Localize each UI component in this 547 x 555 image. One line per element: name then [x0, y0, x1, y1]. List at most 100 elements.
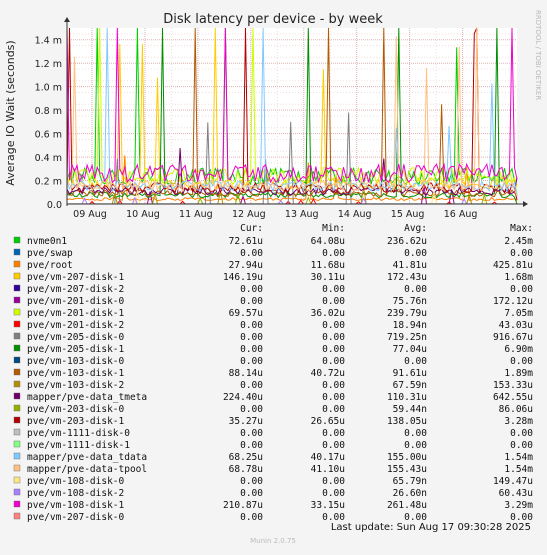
legend-swatch [13, 500, 21, 508]
legend-value-cur: 68.25u [229, 452, 263, 463]
x-tick-label: 13 Aug [285, 209, 319, 220]
legend: Cur: Min: Avg: Max: nvme0n1 72.61u 64.08u 236.6… [13, 223, 533, 523]
legend-value-cur: 0.00 [240, 404, 263, 415]
legend-value-min: 36.02u [311, 308, 345, 319]
legend-value-min: 30.11u [311, 272, 345, 283]
legend-swatch [13, 308, 21, 316]
legend-series-name: pve/vm-201-disk-0 [27, 296, 125, 307]
legend-series-name: pve/vm-1111-disk-0 [27, 428, 130, 439]
legend-value-min: 0.00 [322, 392, 345, 403]
legend-value-cur: 68.78u [229, 464, 263, 475]
legend-value-avg: 239.79u [387, 308, 427, 319]
legend-value-avg: 67.59n [393, 380, 427, 391]
legend-value-max: 86.06u [499, 404, 533, 415]
legend-series-name: pve/vm-201-disk-2 [27, 320, 124, 331]
legend-series-name: pve/swap [27, 248, 73, 259]
legend-swatch [13, 272, 21, 280]
legend-series-name: mapper/pve-data_tdata [27, 452, 147, 463]
legend-series-name: mapper/pve-data_tmeta [27, 392, 147, 403]
axes: 0.0 0.2 m 0.4 m 0.6 m 0.8 m 1.0 m 1.2 m 1.4 m 09… [35, 17, 528, 220]
munin-version: Munin 2.0.75 [250, 537, 296, 545]
y-tick-label: 0.2 m [35, 177, 62, 188]
legend-series-name: pve/vm-203-disk-0 [27, 404, 125, 415]
legend-value-cur: 72.61u [229, 236, 263, 247]
legend-value-min: 0.00 [322, 356, 345, 367]
legend-value-cur: 69.57u [229, 308, 263, 319]
legend-swatch [13, 332, 21, 340]
legend-value-avg: 91.61u [393, 368, 427, 379]
legend-value-cur: 0.00 [240, 284, 263, 295]
legend-value-cur: 0.00 [240, 428, 263, 439]
x-tick-label: 15 Aug [391, 209, 425, 220]
legend-swatch [13, 320, 21, 328]
legend-value-avg: 65.79n [393, 476, 427, 487]
legend-value-max: 60.43u [499, 488, 533, 499]
legend-value-avg: 172.43u [387, 272, 427, 283]
legend-header-max: Max: [510, 223, 533, 234]
legend-value-max: 0.00 [510, 428, 533, 439]
legend-series-name: pve/vm-203-disk-1 [27, 416, 125, 427]
y-tick-label: 0.0 [47, 200, 62, 211]
legend-value-min: 64.08u [311, 236, 345, 247]
legend-value-min: 33.15u [311, 500, 345, 511]
y-tick-label: 1.0 m [35, 83, 62, 94]
legend-value-cur: 27.94u [229, 260, 263, 271]
legend-swatch [13, 284, 21, 292]
legend-value-min: 0.00 [322, 428, 345, 439]
legend-series-name: pve/vm-103-disk-0 [27, 356, 125, 367]
series-line-pve-root [66, 155, 518, 202]
legend-swatch [13, 428, 21, 436]
chart-title: Disk latency per device - by week [163, 12, 383, 27]
legend-value-max: 1.89m [504, 368, 533, 379]
side-label: RRDTOOL / TOBI OETIKER [534, 10, 542, 100]
legend-value-max: 916.67u [493, 332, 533, 343]
legend-value-avg: 0.00 [404, 284, 427, 295]
legend-series-name: pve/vm-108-disk-1 [27, 500, 125, 511]
legend-value-avg: 0.00 [404, 356, 427, 367]
legend-swatch [13, 476, 21, 484]
legend-value-max: 3.28m [504, 416, 533, 427]
legend-value-avg: 18.94n [393, 320, 427, 331]
legend-value-max: 1.54m [504, 452, 533, 463]
legend-swatch [13, 488, 21, 496]
legend-header-min: Min: [322, 223, 345, 234]
legend-swatch [13, 296, 21, 304]
legend-series-name: pve/vm-207-disk-0 [27, 512, 125, 523]
legend-series-name: pve/vm-108-disk-0 [27, 476, 125, 487]
legend-value-min: 0.00 [322, 248, 345, 259]
legend-series-name: pve/vm-205-disk-0 [27, 332, 125, 343]
legend-value-max: 7.05m [504, 308, 533, 319]
legend-value-cur: 0.00 [240, 440, 263, 451]
legend-swatch [13, 344, 21, 352]
x-tick-label: 10 Aug [126, 209, 160, 220]
legend-value-cur: 0.00 [240, 356, 263, 367]
series-line-mapper-pve-data-tpool [66, 27, 518, 197]
y-tick-label: 1.2 m [35, 59, 62, 70]
legend-value-min: 11.68u [311, 260, 345, 271]
legend-value-max: 0.00 [510, 356, 533, 367]
legend-swatch [13, 416, 21, 424]
legend-series-name: pve/vm-103-disk-2 [27, 380, 124, 391]
series-line-pve-vm-207-disk-1 [66, 27, 518, 192]
legend-value-min: 0.00 [322, 344, 345, 355]
legend-swatch [13, 248, 21, 256]
x-tick-label: 16 Aug [444, 209, 478, 220]
legend-value-min: 0.00 [322, 476, 345, 487]
y-axis-arrow [64, 17, 70, 22]
legend-value-cur: 0.00 [240, 320, 263, 331]
y-tick-label: 0.8 m [35, 106, 62, 117]
legend-swatch [13, 464, 21, 472]
legend-value-max: 0.00 [510, 512, 533, 523]
legend-series-name: pve/vm-207-disk-1 [27, 272, 125, 283]
legend-value-avg: 26.60n [393, 488, 427, 499]
legend-value-cur: 0.00 [240, 344, 263, 355]
legend-value-cur: 0.00 [240, 488, 263, 499]
legend-value-min: 0.00 [322, 512, 345, 523]
legend-header-cur: Cur: [240, 223, 263, 234]
legend-value-cur: 0.00 [240, 296, 263, 307]
legend-value-avg: 0.00 [404, 440, 427, 451]
legend-swatch [13, 368, 21, 376]
x-tick-label: 14 Aug [338, 209, 372, 220]
legend-value-max: 2.45m [504, 236, 533, 247]
